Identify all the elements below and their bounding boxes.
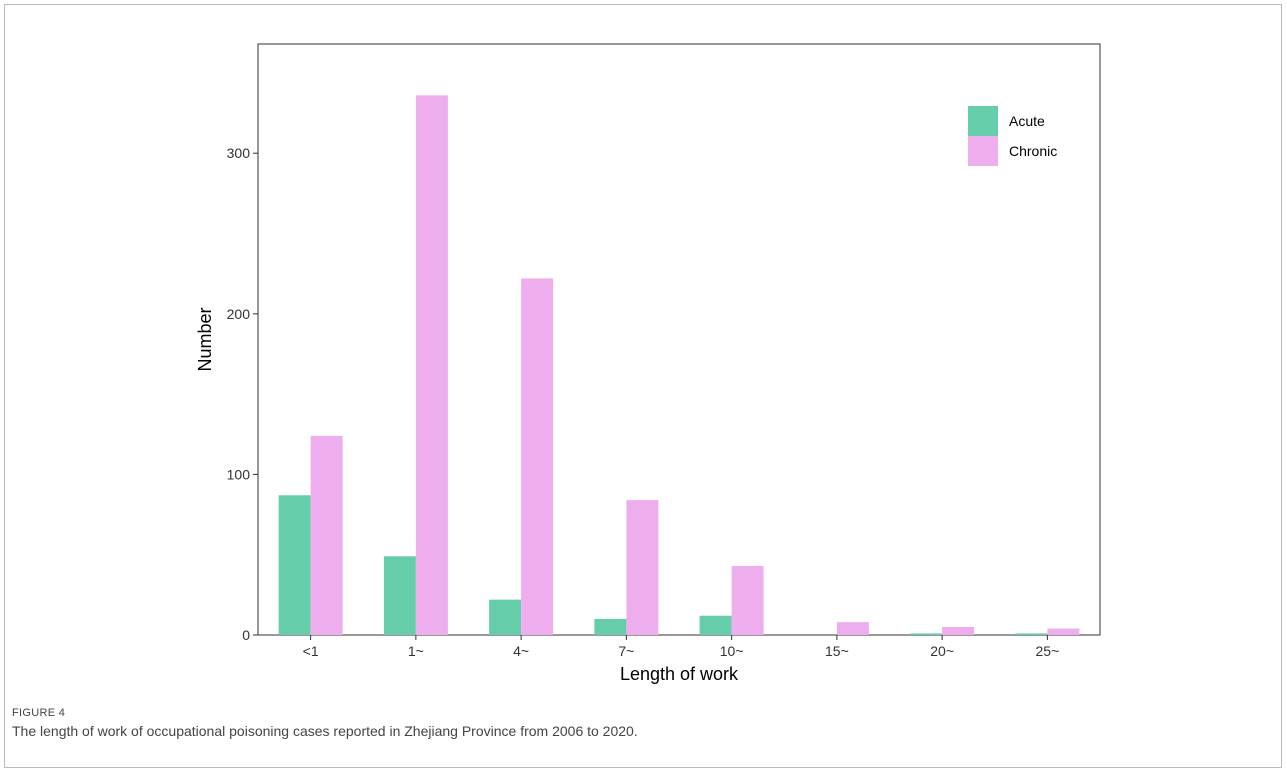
y-tick-label: 200 [227,306,251,322]
x-tick-label: 4~ [513,643,529,659]
bar-chronic-2 [521,278,554,635]
bar-chronic-6 [942,626,975,635]
bar-chronic-5 [836,622,869,635]
figure-label: FIGURE 4 [12,707,66,719]
plot-panel [257,43,1101,636]
bar-chronic-4 [731,565,764,635]
bar-acute-1 [383,556,416,635]
bar-acute-7 [1015,633,1048,635]
y-tick-label: 100 [227,466,251,482]
legend-key-acute [968,106,998,136]
x-tick-label: 7~ [618,643,634,659]
x-axis: <1 1~ 4~ 7~ 10~ 15~ 20~ 25~ [303,635,1060,659]
bar-chronic-3 [626,500,659,635]
figure-frame [4,4,1282,768]
y-tick-label: 0 [242,627,250,643]
x-tick-label: 20~ [930,643,954,659]
figure-caption: The length of work of occupational poiso… [12,723,638,739]
bar-acute-6 [910,633,943,635]
x-tick-label: 25~ [1036,643,1060,659]
bar-chronic-0 [310,435,343,635]
y-axis: 0 100 200 300 [227,145,258,643]
bar-chronic-1 [415,95,448,636]
x-tick-label: 10~ [720,643,744,659]
y-tick-label: 300 [227,145,251,161]
x-axis-title: Length of work [620,664,739,684]
bar-acute-3 [594,618,627,635]
bar-acute-0 [278,495,311,635]
bar-chart: 0 100 200 300 <1 1~ 4~ 7~ 10~ 15~ 20~ 25~ Acute Chr… [195,43,1101,684]
x-tick-label: 1~ [408,643,424,659]
bar-chronic-7 [1047,628,1080,635]
legend-label-acute: Acute [1009,113,1045,129]
bar-acute-4 [699,615,732,635]
x-tick-label: <1 [303,643,319,659]
legend-key-chronic [968,136,998,166]
legend-label-chronic: Chronic [1009,143,1057,159]
x-tick-label: 15~ [825,643,849,659]
y-axis-title: Number [195,307,215,371]
legend: Acute Chronic [968,106,1057,166]
bar-acute-2 [489,599,522,635]
bars [278,95,1080,636]
